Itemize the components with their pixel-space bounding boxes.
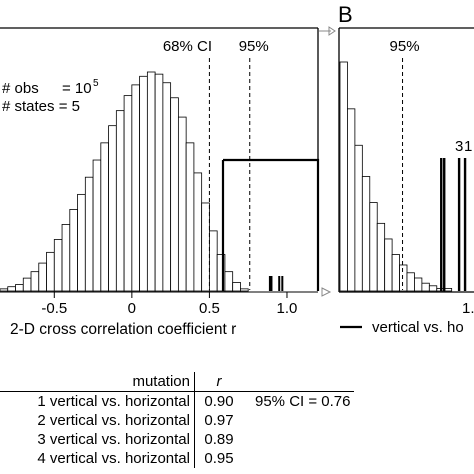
histogram-bar [354, 144, 363, 292]
histogram-bar [162, 82, 172, 292]
table-header-r: r [194, 372, 243, 392]
histogram-bar [170, 97, 179, 292]
zoom-rectangle-top [223, 158, 320, 291]
histogram-bar [53, 239, 63, 292]
x-tick-label: -0.5 [41, 300, 67, 317]
panel-b-observed-marks [440, 158, 467, 291]
histogram-bar [201, 202, 210, 292]
histogram-bar [92, 159, 102, 292]
histogram-bar [154, 73, 164, 292]
histogram-bar [77, 193, 86, 292]
histogram-bar [123, 95, 133, 292]
histogram-bar [391, 254, 400, 292]
histogram-bar [38, 262, 47, 292]
histogram-bar [224, 271, 234, 292]
obs-value-exponent: 5 [93, 78, 99, 89]
ci95-label: 95% [239, 38, 269, 55]
histogram-bar [240, 288, 249, 292]
histogram-bar [428, 285, 438, 292]
states-label: # states = 5 [2, 98, 80, 115]
histogram-bar [30, 271, 40, 292]
histogram-bar [7, 286, 16, 292]
table-header-label: mutation [0, 372, 195, 392]
row-r-value: 0.90 [194, 391, 243, 411]
histogram-bar [108, 125, 117, 292]
histogram-bar [369, 202, 378, 292]
histogram-bar [376, 222, 386, 292]
row-label: 3 vertical vs. horizontal [37, 431, 190, 448]
histogram-bar [46, 251, 55, 292]
histogram-bar [61, 224, 71, 292]
histogram-bar [69, 209, 78, 292]
row-label: 4 vertical vs. horizontal [37, 450, 190, 467]
histogram-bar [406, 272, 415, 292]
histogram-bar [421, 282, 430, 292]
histogram-bar [339, 61, 348, 292]
histogram-bar [209, 230, 218, 292]
row-r-value: 0.97 [194, 411, 243, 430]
histogram-bar [384, 238, 393, 292]
zoom-arrow-top-head [328, 26, 336, 36]
x-tick-label: 0 [128, 300, 136, 317]
histogram-bar [22, 277, 32, 292]
histogram-bar [146, 71, 156, 292]
panel-a-histogram [0, 71, 284, 292]
x-tick-label: 0.5 [199, 300, 220, 317]
legend-label: vertical vs. ho [372, 319, 464, 336]
panel-a-x-ticks: -0.5 0 0.5 1.0 [41, 292, 297, 317]
histogram-bar [361, 176, 371, 292]
mark-label-3: 3 [455, 138, 463, 155]
panel-b-x-tick: 1. [462, 300, 474, 317]
row-label: 2 vertical vs. horizontal [37, 412, 190, 429]
permutation-table: mutation r 1 vertical vs. horizontal 0.9… [0, 372, 355, 468]
histogram-bar [84, 176, 94, 292]
table-row: 2 vertical vs. horizontal 0.97 [0, 411, 354, 430]
histogram-bar [177, 116, 187, 292]
histogram-bar [139, 75, 148, 292]
obs-label: # obs [2, 80, 39, 97]
table-row: 1 vertical vs. horizontal 0.90 95% CI = … [0, 391, 354, 411]
obs-value-base: = 10 [62, 80, 92, 97]
ci-text: 95% CI = 0.76 [255, 393, 351, 410]
histogram-bar [115, 110, 125, 292]
histogram-bar [15, 284, 24, 292]
histogram-bar [232, 282, 241, 292]
table-row: 3 vertical vs. horizontal 0.89 [0, 430, 354, 449]
histogram-bar [414, 277, 423, 292]
panel-b-ci95-label: 95% [390, 38, 420, 55]
histogram-bar [193, 172, 203, 292]
table-row: 4 vertical vs. horizontal 0.95 [0, 449, 354, 468]
panel-a-x-axis-label: 2-D cross correlation coefficient r [10, 321, 236, 338]
histogram-bar [131, 84, 141, 292]
histogram-bar [399, 264, 408, 292]
row-r-value: 0.89 [194, 430, 243, 449]
row-r-value: 0.95 [194, 449, 243, 468]
mark-label-1: 1 [464, 138, 472, 155]
x-axis-arrow [321, 287, 332, 297]
histogram-bar [0, 288, 9, 292]
panel-b-histogram [339, 61, 453, 292]
histogram-bar [347, 108, 356, 292]
panel-b-letter: B [338, 2, 353, 27]
row-label: 1 vertical vs. horizontal [37, 393, 190, 410]
ci68-label: 68% CI [163, 38, 212, 55]
x-tick-label: 1.0 [277, 300, 298, 317]
histogram-bar [100, 142, 109, 292]
histogram-bar [185, 142, 195, 292]
